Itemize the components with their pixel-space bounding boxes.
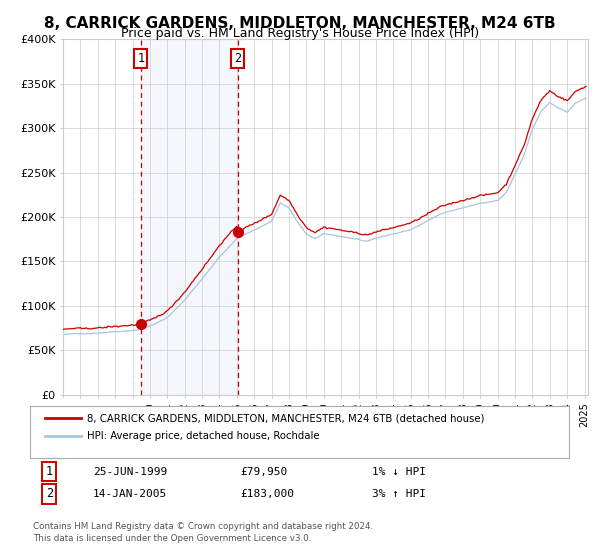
Text: Contains HM Land Registry data © Crown copyright and database right 2024.: Contains HM Land Registry data © Crown c…: [33, 522, 373, 531]
Text: 2: 2: [234, 52, 241, 66]
Text: 8, CARRICK GARDENS, MIDDLETON, MANCHESTER, M24 6TB: 8, CARRICK GARDENS, MIDDLETON, MANCHESTE…: [44, 16, 556, 31]
Bar: [141, 39, 238, 395]
Text: £183,000: £183,000: [240, 489, 294, 499]
Text: 25-JUN-1999: 25-JUN-1999: [93, 466, 167, 477]
Text: HPI: Average price, detached house, Rochdale: HPI: Average price, detached house, Roch…: [87, 431, 320, 441]
Text: Price paid vs. HM Land Registry's House Price Index (HPI): Price paid vs. HM Land Registry's House …: [121, 27, 479, 40]
Text: 8, CARRICK GARDENS, MIDDLETON, MANCHESTER, M24 6TB (detached house): 8, CARRICK GARDENS, MIDDLETON, MANCHESTE…: [87, 413, 485, 423]
Text: 1: 1: [46, 465, 53, 478]
Text: 3% ↑ HPI: 3% ↑ HPI: [372, 489, 426, 499]
Text: 1% ↓ HPI: 1% ↓ HPI: [372, 466, 426, 477]
Text: This data is licensed under the Open Government Licence v3.0.: This data is licensed under the Open Gov…: [33, 534, 311, 543]
Text: 2: 2: [46, 487, 53, 501]
Text: 1: 1: [137, 52, 145, 66]
Text: 14-JAN-2005: 14-JAN-2005: [93, 489, 167, 499]
Text: £79,950: £79,950: [240, 466, 287, 477]
